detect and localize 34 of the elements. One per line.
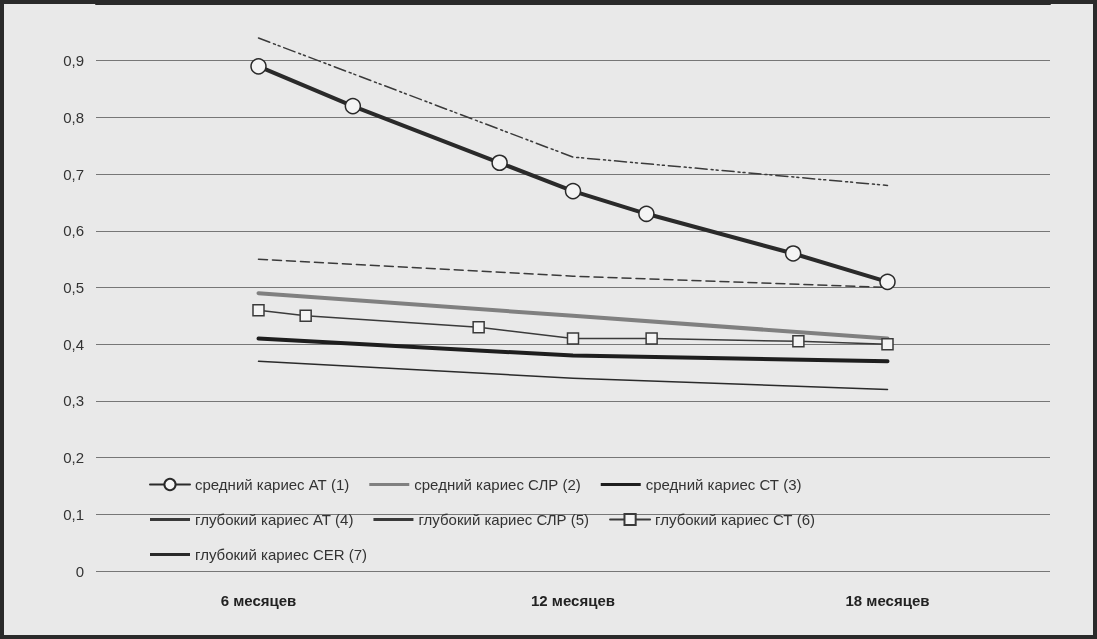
- point: [638, 205, 655, 223]
- point: [252, 303, 265, 317]
- legend-label: глубокий кариес АТ (4): [195, 511, 354, 528]
- point: [645, 332, 658, 345]
- x-tick-label: 18 месяцев: [845, 592, 930, 609]
- point: [566, 332, 580, 345]
- point: [879, 273, 896, 291]
- x-tick-label: 6 месяцев: [220, 592, 297, 609]
- y-tick-label: 0,8: [63, 108, 84, 126]
- point: [564, 182, 582, 200]
- y-tick-label: 0,7: [63, 165, 84, 183]
- legend-label: глубокий кариес CER (7): [195, 546, 368, 563]
- y-tick-label: 0: [75, 562, 84, 580]
- y-tick-label: 0,1: [63, 505, 84, 523]
- y-tick-label: 0,2: [63, 449, 84, 467]
- point: [299, 309, 312, 323]
- point: [491, 154, 508, 172]
- legend-label: средний кариес СТ (3): [645, 476, 802, 493]
- legend-label: средний кариес СЛР (2): [414, 476, 581, 493]
- legend-label: глубокий кариес СТ (6): [655, 511, 816, 528]
- y-tick-label: 0,6: [63, 222, 84, 240]
- y-tick-label: 0,3: [63, 392, 84, 410]
- point: [250, 58, 267, 75]
- point: [792, 335, 805, 348]
- y-tick-label: 0,9: [63, 52, 84, 70]
- legend-label: средний кариес АТ (1): [195, 476, 350, 493]
- x-tick-label: 12 месяцев: [531, 592, 615, 609]
- y-tick-label: 0,4: [63, 335, 84, 353]
- legend-label: глубокий кариес СЛР (5): [418, 511, 590, 528]
- point: [472, 320, 485, 334]
- point: [784, 245, 802, 262]
- point: [881, 337, 894, 351]
- point: [344, 97, 362, 115]
- y-tick-label: 0,5: [63, 279, 84, 296]
